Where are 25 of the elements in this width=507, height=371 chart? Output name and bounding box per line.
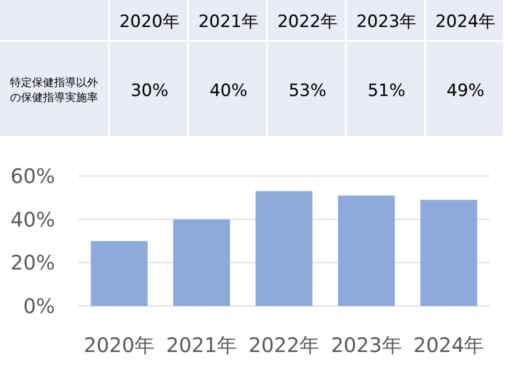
x-tick-label: 2020年 [84, 333, 155, 357]
x-tick-label: 2023年 [330, 333, 402, 357]
bar [173, 219, 230, 306]
data-label: 53% [288, 81, 326, 101]
data-label: 49% [446, 81, 484, 101]
bar [420, 200, 478, 306]
y-tick-label: 60% [10, 164, 55, 188]
category-label: 2023年 [356, 12, 417, 32]
category-label: 2022年 [277, 12, 338, 32]
bar [338, 196, 395, 306]
category-label: 2024年 [435, 12, 496, 32]
y-tick-label: 0% [23, 294, 55, 318]
data-label: 51% [368, 81, 406, 101]
x-tick-label: 2021年 [166, 333, 238, 357]
bar [90, 241, 148, 306]
data-label: 40% [210, 81, 248, 101]
x-tick-label: 2024年 [413, 333, 484, 357]
bar [256, 191, 312, 306]
y-tick-label: 40% [10, 207, 55, 232]
text: 特定保健指導以外の保健指導実施率 [10, 76, 98, 104]
x-tick-label: 2022年 [248, 333, 320, 357]
category-label: 2021年 [198, 12, 259, 32]
y-tick-label: 20% [10, 250, 55, 275]
data-label: 30% [130, 81, 168, 101]
category-label: 2020年 [119, 12, 180, 32]
